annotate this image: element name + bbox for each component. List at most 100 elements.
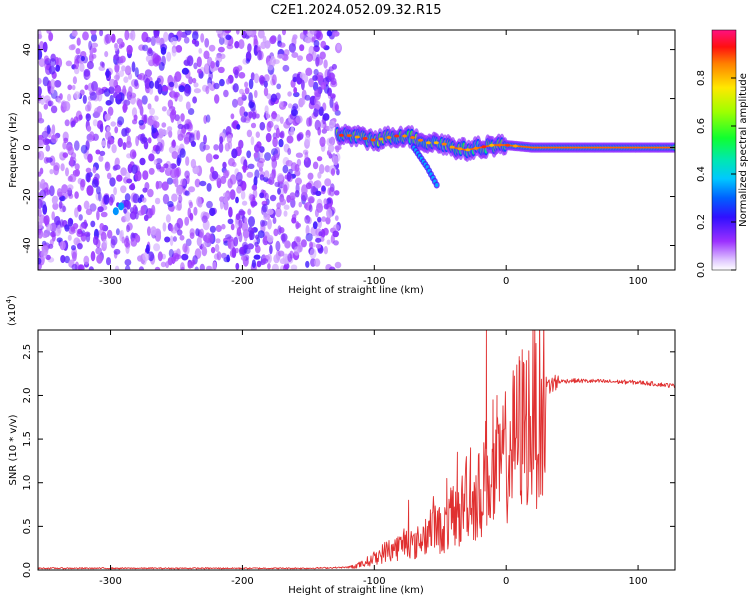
- heatmap-cell: [217, 46, 225, 53]
- heatmap-cell: [264, 152, 272, 161]
- heatmap-cell: [320, 82, 327, 90]
- heatmap-cell: [130, 95, 136, 105]
- heatmap-cell: [295, 221, 300, 230]
- heatmap-cell: [251, 184, 258, 191]
- heatmap-cell: [194, 40, 200, 47]
- heatmap-cell: [70, 152, 77, 160]
- heatmap-cell: [116, 93, 122, 100]
- heatmap-cell: [262, 35, 267, 44]
- heatmap-cell: [280, 233, 288, 242]
- heatmap-cell: [304, 134, 311, 146]
- heatmap-cell: [318, 231, 323, 237]
- heatmap-cell: [125, 171, 131, 181]
- heatmap-cell: [77, 243, 83, 250]
- heatmap-cell: [309, 241, 313, 249]
- heatmap-cell: [124, 30, 130, 41]
- heatmap-cell: [332, 155, 339, 166]
- heatmap-cell: [306, 53, 313, 62]
- heatmap-cell: [315, 243, 322, 249]
- heatmap-cell: [309, 30, 317, 35]
- heatmap-cell: [240, 116, 247, 123]
- heatmap-cell: [203, 134, 207, 145]
- heatmap-cell: [47, 100, 54, 107]
- heatmap-cell: [457, 147, 463, 151]
- heatmap-cell: [114, 84, 122, 94]
- heatmap-cell: [153, 243, 161, 252]
- spectrogram-y-axis-label: Frequency (Hz): [8, 112, 19, 188]
- heatmap-cell: [247, 163, 255, 169]
- heatmap-cell: [147, 137, 152, 144]
- heatmap-cell: [243, 232, 248, 242]
- heatmap-cell: [259, 192, 265, 199]
- y-tick-label: 0.5: [22, 518, 33, 534]
- heatmap-cell: [138, 266, 144, 270]
- heatmap-cell: [394, 134, 400, 138]
- heatmap-cell: [163, 163, 169, 169]
- heatmap-cell: [481, 145, 487, 149]
- heatmap-cell: [178, 85, 185, 93]
- heatmap-cell: [118, 202, 125, 211]
- heatmap-cell: [48, 243, 54, 249]
- heatmap-cell: [100, 211, 108, 218]
- heatmap-cell: [226, 254, 230, 263]
- heatmap-cell: [234, 69, 239, 79]
- heatmap-cell: [98, 229, 105, 236]
- heatmap-cell: [50, 78, 56, 90]
- snr-series-line: [38, 330, 675, 570]
- colorbar-tick-label: 0.2: [696, 214, 707, 230]
- heatmap-cell: [254, 90, 258, 98]
- heatmap-cell: [155, 36, 161, 44]
- heatmap-cell: [102, 239, 108, 248]
- heatmap-cell: [149, 107, 156, 116]
- heatmap-cell: [259, 174, 265, 181]
- heatmap-cell: [86, 60, 94, 70]
- heatmap-cell: [238, 72, 246, 79]
- heatmap-cell: [164, 236, 171, 243]
- heatmap-cell: [272, 136, 278, 148]
- heatmap-cell: [86, 185, 94, 196]
- heatmap-cell: [334, 190, 340, 196]
- heatmap-cell: [121, 65, 126, 72]
- heatmap-cell: [38, 139, 44, 149]
- heatmap-cell: [115, 265, 120, 270]
- heatmap-cell: [172, 236, 177, 242]
- heatmap-cell: [167, 99, 174, 109]
- heatmap-cell: [141, 197, 147, 203]
- heatmap-cell: [266, 235, 274, 243]
- heatmap-cell: [193, 88, 201, 94]
- heatmap-cell: [264, 40, 271, 49]
- heatmap-cell: [299, 97, 306, 106]
- heatmap-cell: [296, 134, 301, 142]
- heatmap-cell: [264, 192, 269, 201]
- heatmap-cell: [194, 178, 201, 188]
- heatmap-cell: [247, 208, 252, 216]
- heatmap-cell: [316, 72, 324, 81]
- heatmap-cell: [96, 254, 103, 264]
- heatmap-cell: [46, 124, 51, 135]
- heatmap-cell: [286, 135, 294, 144]
- heatmap-cell: [228, 206, 233, 218]
- heatmap-cell: [184, 30, 192, 36]
- heatmap-cell: [322, 113, 330, 121]
- heatmap-cell: [312, 81, 319, 92]
- heatmap-cell: [66, 184, 74, 191]
- heatmap-cell: [82, 31, 89, 41]
- heatmap-cell: [282, 64, 290, 72]
- heatmap-cell: [205, 153, 213, 163]
- heatmap-cell: [292, 34, 298, 40]
- heatmap-cell: [291, 217, 297, 224]
- heatmap-cell: [50, 105, 58, 114]
- heatmap-cell: [308, 78, 314, 88]
- heatmap-cell: [83, 200, 90, 210]
- heatmap-cell: [318, 164, 325, 174]
- heatmap-cell: [42, 76, 49, 87]
- heatmap-cell: [287, 91, 292, 97]
- heatmap-cell: [236, 186, 242, 194]
- heatmap-cell: [92, 235, 99, 246]
- heatmap-cell: [68, 44, 76, 51]
- heatmap-cell: [279, 42, 286, 48]
- heatmap-cell: [51, 211, 55, 221]
- heatmap-cell: [249, 230, 253, 241]
- heatmap-cell: [275, 127, 280, 139]
- heatmap-cell: [155, 162, 161, 170]
